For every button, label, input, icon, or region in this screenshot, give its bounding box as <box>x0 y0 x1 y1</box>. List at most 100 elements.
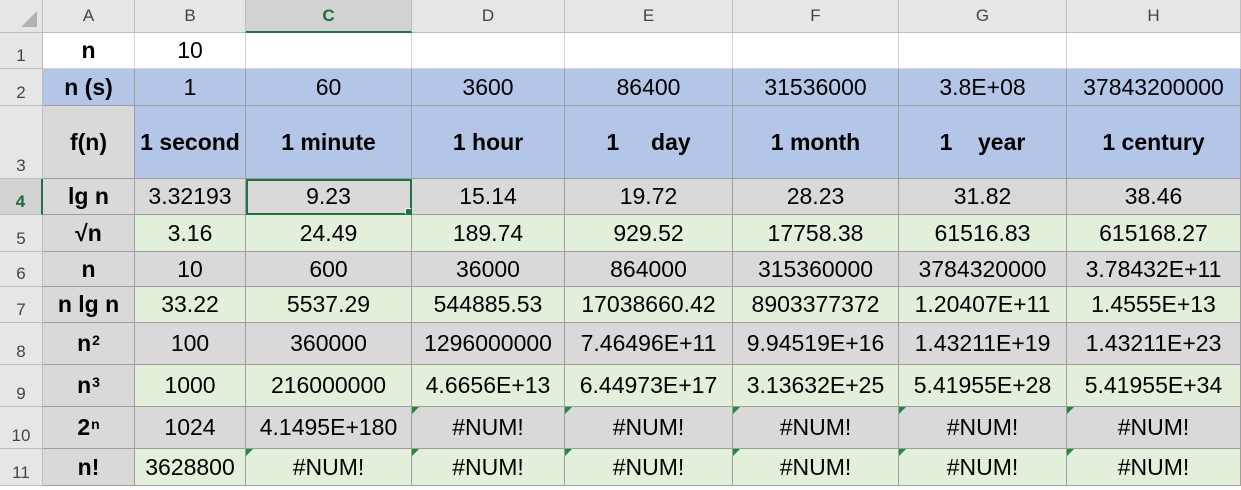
cell-f8[interactable]: 9.94519E+16 <box>733 323 899 365</box>
cell-c9[interactable]: 216000000 <box>246 365 412 407</box>
column-header-c[interactable]: C <box>246 0 412 33</box>
column-header-h[interactable]: H <box>1067 0 1241 33</box>
column-header-d[interactable]: D <box>412 0 565 33</box>
cell-d9[interactable]: 4.6656E+13 <box>412 365 565 407</box>
cell-h7[interactable]: 1.4555E+13 <box>1067 287 1241 323</box>
cell-e8[interactable]: 7.46496E+11 <box>565 323 733 365</box>
cell-b3[interactable]: 1 second <box>135 106 246 179</box>
cell-h3[interactable]: 1 century <box>1067 106 1241 179</box>
cell-h5[interactable]: 615168.27 <box>1067 215 1241 252</box>
row-header-5[interactable]: 5 <box>0 215 43 252</box>
cell-h2[interactable]: 37843200000 <box>1067 69 1241 106</box>
cell-c10[interactable]: 4.1495E+180 <box>246 407 412 449</box>
column-header-a[interactable]: A <box>43 0 135 33</box>
cell-b10[interactable]: 1024 <box>135 407 246 449</box>
row-header-8[interactable]: 8 <box>0 323 43 365</box>
cell-a11[interactable]: n! <box>43 449 135 486</box>
cell-g5[interactable]: 61516.83 <box>899 215 1067 252</box>
row-header-10[interactable]: 10 <box>0 407 43 449</box>
cell-f3[interactable]: 1 month <box>733 106 899 179</box>
cell-g10[interactable]: #NUM! <box>899 407 1067 449</box>
cell-d6[interactable]: 36000 <box>412 252 565 287</box>
cell-f11[interactable]: #NUM! <box>733 449 899 486</box>
cell-f9[interactable]: 3.13632E+25 <box>733 365 899 407</box>
cell-b9[interactable]: 1000 <box>135 365 246 407</box>
cell-f5[interactable]: 17758.38 <box>733 215 899 252</box>
cell-g8[interactable]: 1.43211E+19 <box>899 323 1067 365</box>
cell-d8[interactable]: 1296000000 <box>412 323 565 365</box>
cell-a3[interactable]: f(n) <box>43 106 135 179</box>
cell-g9[interactable]: 5.41955E+28 <box>899 365 1067 407</box>
column-header-b[interactable]: B <box>135 0 246 33</box>
cell-a4[interactable]: lg n <box>43 179 135 215</box>
cell-b5[interactable]: 3.16 <box>135 215 246 252</box>
cell-f4[interactable]: 28.23 <box>733 179 899 215</box>
cell-c2[interactable]: 60 <box>246 69 412 106</box>
column-header-e[interactable]: E <box>565 0 733 33</box>
cell-b8[interactable]: 100 <box>135 323 246 365</box>
select-all-corner[interactable] <box>0 0 43 33</box>
cell-g7[interactable]: 1.20407E+11 <box>899 287 1067 323</box>
cell-b11[interactable]: 3628800 <box>135 449 246 486</box>
cell-h8[interactable]: 1.43211E+23 <box>1067 323 1241 365</box>
row-header-3[interactable]: 3 <box>0 106 43 179</box>
row-header-2[interactable]: 2 <box>0 69 43 106</box>
cell-a7[interactable]: n lg n <box>43 287 135 323</box>
cell-d10[interactable]: #NUM! <box>412 407 565 449</box>
cell-f10[interactable]: #NUM! <box>733 407 899 449</box>
row-header-9[interactable]: 9 <box>0 365 43 407</box>
row-header-1[interactable]: 1 <box>0 33 43 69</box>
row-header-6[interactable]: 6 <box>0 252 43 287</box>
cell-c5[interactable]: 24.49 <box>246 215 412 252</box>
cell-h11[interactable]: #NUM! <box>1067 449 1241 486</box>
cell-a6[interactable]: n <box>43 252 135 287</box>
cell-f6[interactable]: 315360000 <box>733 252 899 287</box>
row-header-4[interactable]: 4 <box>0 179 43 215</box>
cell-c3[interactable]: 1 minute <box>246 106 412 179</box>
cell-d1[interactable] <box>412 33 565 69</box>
row-header-7[interactable]: 7 <box>0 287 43 323</box>
cell-c7[interactable]: 5537.29 <box>246 287 412 323</box>
cell-a2[interactable]: n (s) <box>43 69 135 106</box>
cell-h6[interactable]: 3.78432E+11 <box>1067 252 1241 287</box>
cell-c1[interactable] <box>246 33 412 69</box>
cell-d5[interactable]: 189.74 <box>412 215 565 252</box>
cell-c8[interactable]: 360000 <box>246 323 412 365</box>
cell-e2[interactable]: 86400 <box>565 69 733 106</box>
cell-d11[interactable]: #NUM! <box>412 449 565 486</box>
row-header-11[interactable]: 11 <box>0 449 43 486</box>
cell-d2[interactable]: 3600 <box>412 69 565 106</box>
cell-e4[interactable]: 19.72 <box>565 179 733 215</box>
cell-e10[interactable]: #NUM! <box>565 407 733 449</box>
cell-b2[interactable]: 1 <box>135 69 246 106</box>
cell-c11[interactable]: #NUM! <box>246 449 412 486</box>
cell-c6[interactable]: 600 <box>246 252 412 287</box>
cell-h1[interactable] <box>1067 33 1241 69</box>
cell-h10[interactable]: #NUM! <box>1067 407 1241 449</box>
cell-g1[interactable] <box>899 33 1067 69</box>
cell-b4[interactable]: 3.32193 <box>135 179 246 215</box>
cell-f2[interactable]: 31536000 <box>733 69 899 106</box>
cell-d3[interactable]: 1 hour <box>412 106 565 179</box>
cell-e6[interactable]: 864000 <box>565 252 733 287</box>
cell-e7[interactable]: 17038660.42 <box>565 287 733 323</box>
column-header-g[interactable]: G <box>899 0 1067 33</box>
cell-h9[interactable]: 5.41955E+34 <box>1067 365 1241 407</box>
cell-c4[interactable]: 9.23 <box>246 179 412 215</box>
cell-b6[interactable]: 10 <box>135 252 246 287</box>
cell-b1[interactable]: 10 <box>135 33 246 69</box>
cell-d7[interactable]: 544885.53 <box>412 287 565 323</box>
cell-e3[interactable]: 1 day <box>565 106 733 179</box>
cell-a1[interactable]: n <box>43 33 135 69</box>
cell-e9[interactable]: 6.44973E+17 <box>565 365 733 407</box>
cell-d4[interactable]: 15.14 <box>412 179 565 215</box>
cell-g11[interactable]: #NUM! <box>899 449 1067 486</box>
cell-b7[interactable]: 33.22 <box>135 287 246 323</box>
cell-e5[interactable]: 929.52 <box>565 215 733 252</box>
cell-f7[interactable]: 8903377372 <box>733 287 899 323</box>
cell-e11[interactable]: #NUM! <box>565 449 733 486</box>
cell-h4[interactable]: 38.46 <box>1067 179 1241 215</box>
